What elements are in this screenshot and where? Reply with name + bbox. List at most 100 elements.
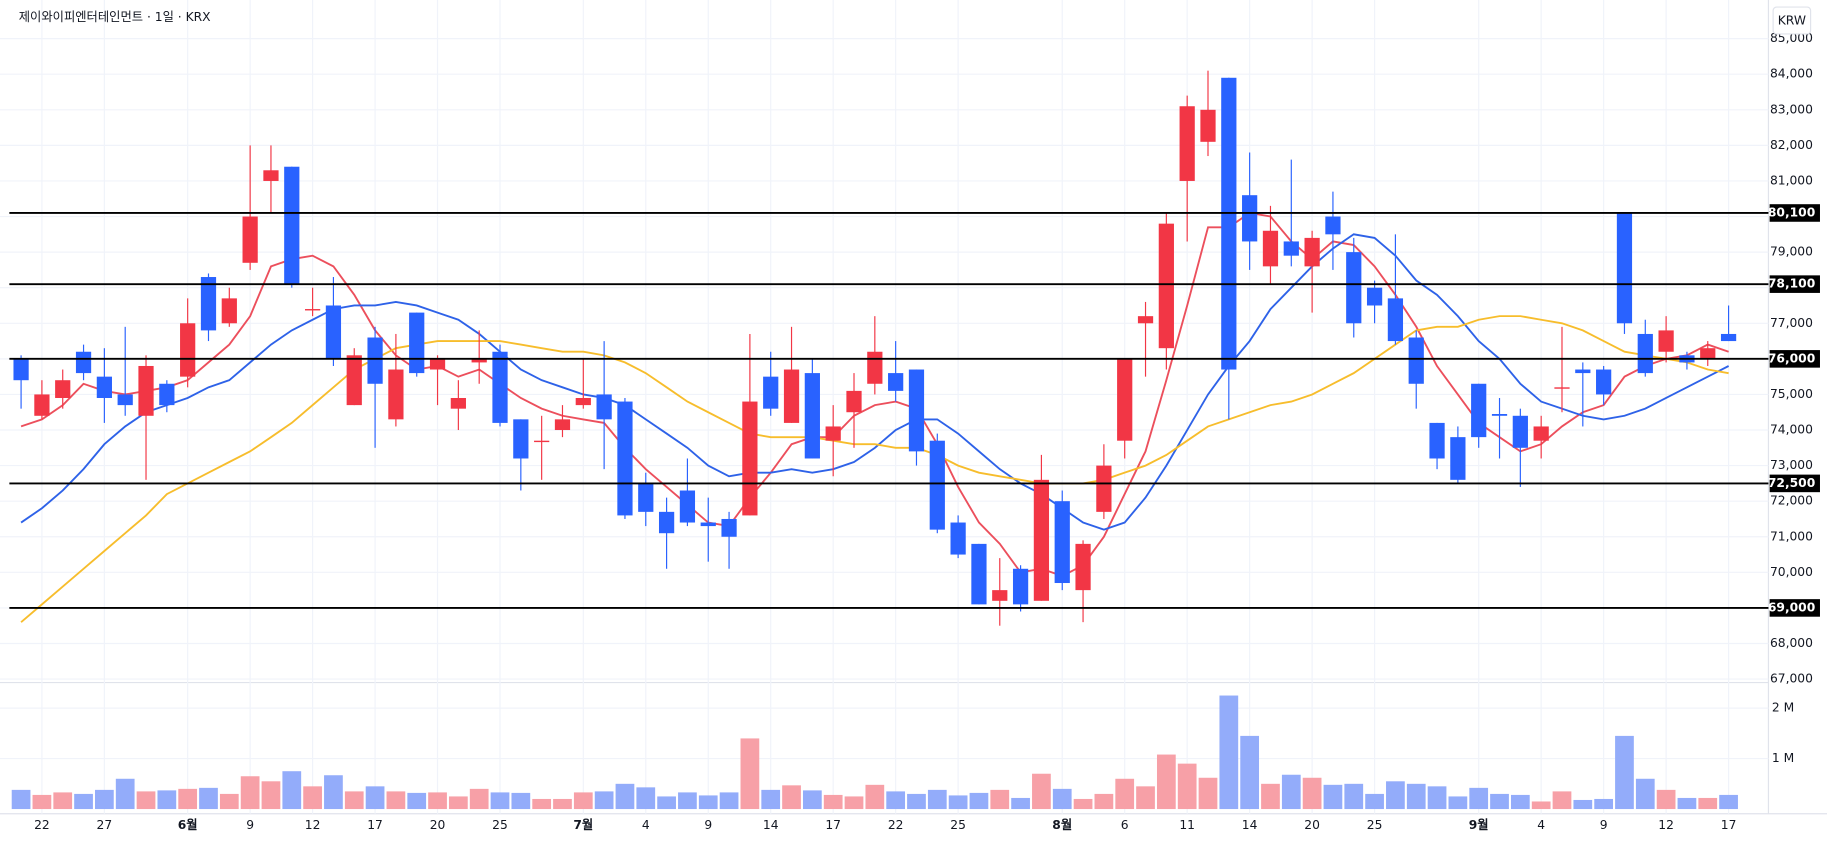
volume-bar: [802, 790, 822, 810]
volume-bar: [782, 785, 801, 810]
candle-body: [783, 369, 800, 423]
x-tick-label: 17: [825, 818, 841, 832]
level-label-box: [1769, 474, 1820, 493]
volume-bar: [1531, 801, 1551, 810]
candle-body: [554, 419, 571, 431]
volume-bar: [32, 794, 52, 810]
y-tick-label: 85,000: [1770, 31, 1813, 45]
candle-body: [679, 490, 696, 523]
x-tick-label: 25: [492, 818, 508, 832]
candle-body: [929, 440, 945, 530]
candle-body: [450, 397, 466, 409]
volume-bar: [1032, 773, 1051, 810]
candle-body: [700, 522, 716, 527]
volume-bar: [1344, 783, 1364, 810]
volume-bar: [1448, 796, 1468, 810]
volume-bar: [573, 792, 593, 810]
x-tick-label: 22: [888, 818, 904, 832]
y-tick-label: 75,000: [1770, 387, 1813, 401]
y-tick-label: 77,000: [1770, 316, 1813, 330]
y-tick-label: 83,000: [1770, 102, 1813, 116]
x-tick-label: 12: [1658, 818, 1674, 832]
level-label-box: [1769, 275, 1820, 293]
x-tick-label: 9: [704, 818, 712, 832]
candle-body: [658, 511, 675, 534]
candle-body: [409, 312, 425, 374]
candle-body: [1304, 237, 1320, 267]
volume-bar: [11, 789, 31, 810]
candle-body: [846, 390, 862, 413]
x-tick-label: 12: [305, 818, 321, 832]
volume-bar: [407, 792, 427, 810]
candle-body: [1533, 426, 1549, 441]
candle-body: [346, 355, 362, 406]
volume-bar: [53, 792, 73, 810]
volume-bar: [115, 778, 135, 810]
candle-body: [1075, 543, 1091, 591]
moving-average-line: [20, 233, 1730, 531]
volume-bar: [1719, 794, 1738, 810]
candle-body: [1596, 369, 1612, 395]
candle-body: [1262, 230, 1279, 267]
y-tick-label: 82,000: [1770, 138, 1813, 152]
chart-title: 제이와이피엔터테인먼트 · 1일 · KRX: [19, 10, 211, 24]
candle-body: [1700, 348, 1716, 359]
plot: [9, 70, 1769, 810]
candle-body: [242, 216, 258, 263]
x-tick-label: 20: [430, 818, 446, 832]
volume-bar: [1427, 786, 1447, 810]
volume-bar: [719, 792, 739, 810]
x-tick-label: 14: [1242, 818, 1258, 832]
volume-bar: [1094, 793, 1114, 810]
axis: 67,000 68,000 69,000 70,000 71,000 72,000 73,0…: [34, 31, 1820, 832]
volume-bar: [490, 792, 510, 810]
volume-bar: [261, 781, 281, 810]
volume-bar: [927, 789, 947, 810]
candle-body: [180, 323, 196, 377]
candle-body: [513, 419, 529, 459]
x-tick-label: 9: [1600, 818, 1608, 832]
candle-body: [1387, 298, 1404, 342]
volume-bar: [969, 792, 989, 810]
candle-body: [1637, 333, 1653, 374]
candle-body: [804, 373, 820, 459]
candle-body: [888, 373, 904, 391]
y-tick-label: 74,000: [1770, 423, 1813, 437]
candle-body: [1491, 414, 1508, 416]
volume-bar: [1490, 793, 1509, 810]
volume-bar: [594, 791, 614, 810]
candle-body: [75, 351, 92, 374]
candle-body: [1283, 241, 1299, 256]
moving-average-line: [20, 315, 1729, 623]
candle-body: [534, 440, 550, 443]
volume-bar: [303, 786, 322, 810]
volume-bar: [178, 788, 198, 810]
candle-body: [367, 337, 383, 384]
volume-bar: [1594, 798, 1614, 810]
volume-bar: [1615, 735, 1634, 810]
candle-body: [1179, 106, 1195, 181]
level-label: 78,100: [1768, 277, 1815, 291]
volume-bar: [844, 796, 864, 810]
volume-bar: [698, 795, 718, 810]
y-tick-label: 67,000: [1770, 672, 1813, 686]
x-tick-label: 14: [763, 818, 779, 832]
candle-body: [159, 383, 175, 406]
candle-body: [117, 394, 133, 406]
volume-bar: [386, 791, 406, 810]
candle-body: [492, 351, 508, 423]
currency: KRW: [1778, 14, 1806, 28]
candle-body: [263, 170, 279, 181]
volume-bar: [1115, 778, 1135, 810]
candle-body: [1366, 287, 1383, 306]
candle-body: [971, 543, 987, 605]
candle-body: [1221, 77, 1237, 370]
candle-body: [1012, 568, 1029, 605]
candle-body: [992, 590, 1008, 601]
volume-bar: [282, 771, 302, 810]
candle-body: [1575, 369, 1591, 374]
candle-body: [138, 365, 154, 416]
x-tick-label: 6: [1121, 818, 1129, 832]
volume-bar: [1011, 797, 1030, 810]
